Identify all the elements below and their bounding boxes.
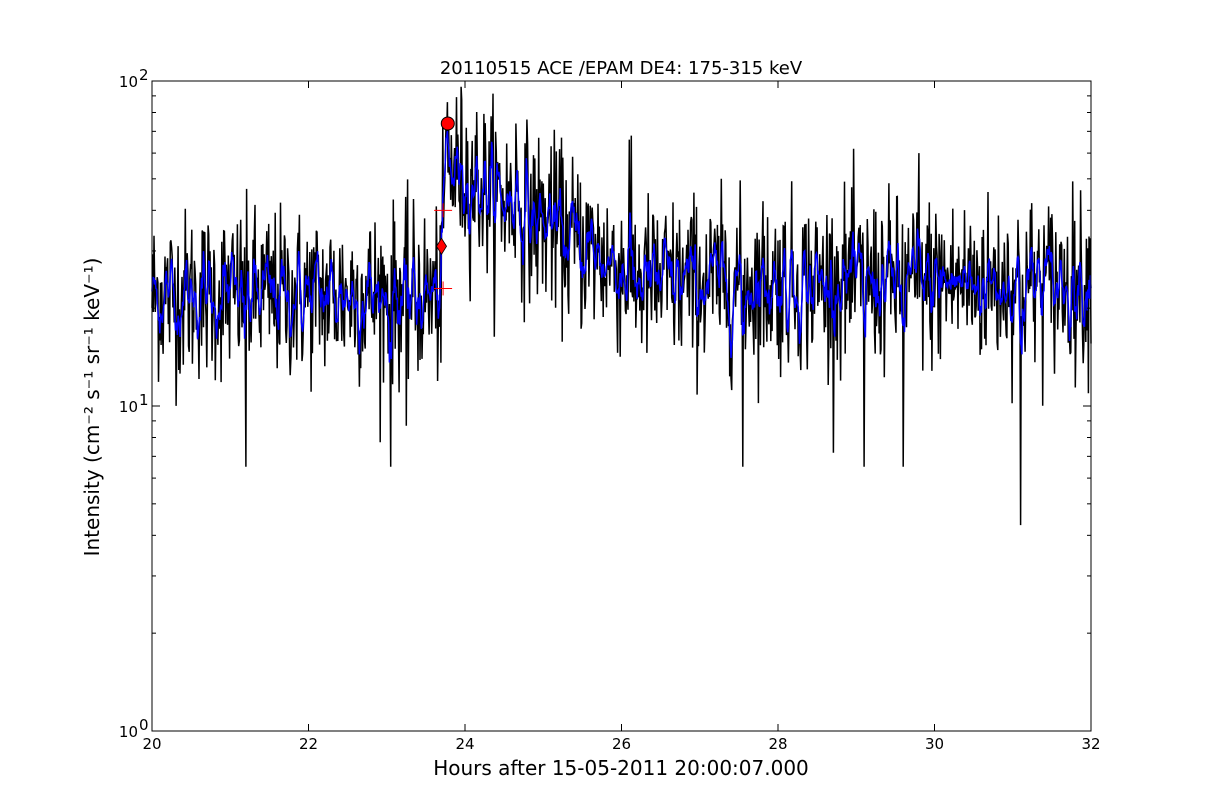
plot-area (151, 80, 1092, 732)
plot-frame (151, 80, 1092, 732)
y-tick-label: 10 (119, 398, 138, 416)
x-tick-label: 24 (455, 735, 474, 753)
peak-marker (440, 116, 455, 131)
x-axis-title: Hours after 15-05-2011 20:00:07.000 (433, 756, 809, 780)
x-tick-label: 26 (612, 735, 631, 753)
y-tick-exponent: 1 (139, 391, 149, 409)
x-tick-label: 20 (142, 735, 161, 753)
y-tick-label: 10 (119, 73, 138, 91)
x-tick-label: 30 (925, 735, 944, 753)
y-axis-title: Intensity (cm⁻² s⁻¹ sr⁻¹ keV⁻¹) (80, 258, 104, 557)
smoothed-intensity-line (151, 131, 1092, 363)
y-tick-exponent: 2 (139, 66, 149, 84)
x-tick-label: 32 (1081, 735, 1100, 753)
chart-title: 20110515 ACE /EPAM DE4: 175-315 keV (440, 58, 803, 79)
x-tick-label: 28 (768, 735, 787, 753)
onset-marker (436, 237, 447, 256)
x-tick-label: 22 (299, 735, 318, 753)
y-tick-label: 10 (119, 723, 138, 741)
y-tick-exponent: 0 (139, 716, 149, 734)
